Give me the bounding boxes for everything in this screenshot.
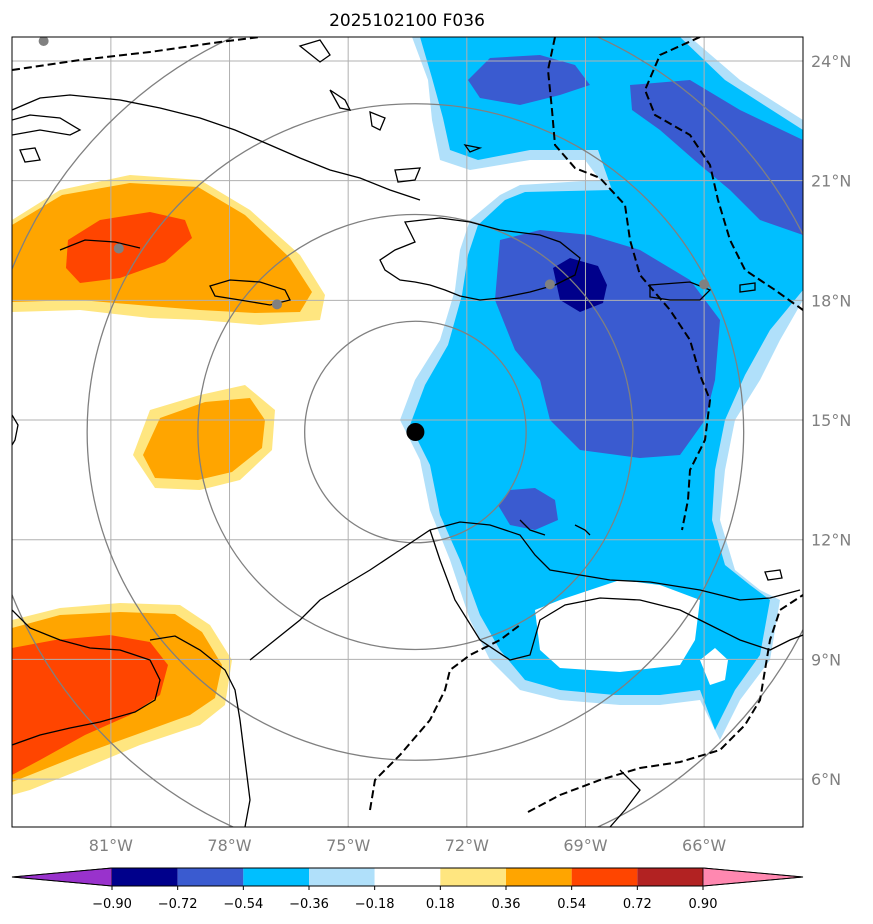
- lon-label-4: 69°W: [563, 836, 607, 855]
- colorbar-segment-8: [637, 868, 703, 886]
- colorbar-segment-6: [506, 868, 572, 886]
- station-point-4: [699, 279, 710, 290]
- colorbar-segment-2: [243, 868, 309, 886]
- lon-label-1: 78°W: [207, 836, 251, 855]
- colorbar-segment-0: [112, 868, 178, 886]
- colorbar-label-5: 0.18: [426, 897, 455, 912]
- colorbar-segment-1: [177, 868, 244, 886]
- anomaly-pos-strong-cuba: [66, 212, 192, 283]
- colorbar-label-7: 0.54: [557, 897, 586, 912]
- anomaly-pos-mid-sw: [143, 398, 265, 480]
- colorbar-label-4: −0.18: [355, 897, 395, 912]
- lat-label-4: 12°N: [811, 531, 851, 550]
- lat-label-5: 9°N: [811, 650, 841, 669]
- lat-label-1: 21°N: [811, 172, 851, 191]
- center-marker: [406, 423, 425, 441]
- station-point-3: [544, 279, 555, 290]
- anomaly-neg-mid-north: [468, 55, 590, 105]
- lon-label-0: 81°W: [89, 836, 133, 855]
- colorbar-segment-4: [374, 868, 441, 886]
- anomaly-neg-mid-east: [630, 80, 803, 235]
- colorbar-label-8: 0.72: [623, 897, 652, 912]
- colorbar-label-0: −0.90: [92, 897, 132, 912]
- range-ring-0: [304, 320, 527, 544]
- station-point-2: [271, 299, 282, 310]
- station-point-1: [113, 243, 124, 254]
- range-rings: [12, 37, 803, 827]
- lon-label-5: 66°W: [682, 836, 726, 855]
- anomaly-neg-mid-south: [498, 488, 558, 530]
- lat-label-2: 18°N: [811, 291, 851, 310]
- longitude-labels: 81°W 78°W 75°W 72°W 69°W 66°W: [89, 836, 727, 855]
- lon-label-2: 75°W: [326, 836, 370, 855]
- colorbar-segment-7: [571, 868, 638, 886]
- dashed-boundaries: [12, 37, 803, 813]
- colorbar-label-9: 0.90: [689, 897, 718, 912]
- station-points: [38, 37, 710, 310]
- range-ring-2: [86, 103, 745, 761]
- lat-label-6: 6°N: [811, 770, 841, 789]
- colorbar: −0.90 −0.72 −0.54 −0.36 −0.18 0.18 0.36 0.54 0.7…: [11, 867, 804, 912]
- colorbar-label-2: −0.54: [223, 897, 263, 912]
- map-area: [12, 37, 803, 827]
- colorbar-segment-3: [309, 868, 375, 886]
- colorbar-segment-5: [440, 868, 506, 886]
- lat-label-3: 15°N: [811, 411, 851, 430]
- station-point-0: [38, 37, 49, 46]
- map-gridlines: [12, 37, 803, 827]
- lat-label-0: 24°N: [811, 52, 851, 71]
- anomaly-neg-strong: [553, 258, 607, 312]
- colorbar-extend-high: [702, 867, 804, 887]
- range-ring-1: [197, 213, 634, 651]
- lon-label-3: 72°W: [445, 836, 489, 855]
- colorbar-label-3: −0.36: [289, 897, 329, 912]
- colorbar-label-6: 0.36: [492, 897, 521, 912]
- colorbar-extend-low: [11, 867, 113, 887]
- latitude-labels: 24°N 21°N 18°N 15°N 12°N 9°N 6°N: [811, 52, 851, 789]
- map-frame: [11, 36, 804, 828]
- map-title: 2025102100 F036: [329, 11, 485, 31]
- anomaly-gap-small: [700, 648, 728, 685]
- colorbar-label-1: −0.72: [158, 897, 198, 912]
- coastlines: [12, 39, 803, 827]
